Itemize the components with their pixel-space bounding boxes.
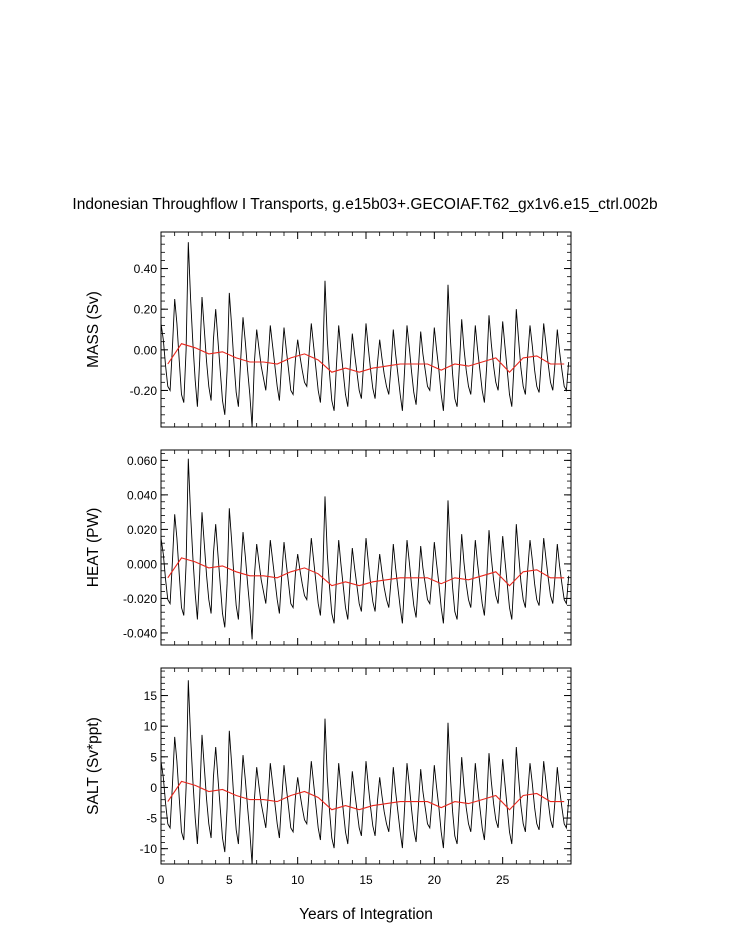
panels: -0.20 0.00 0.20 0.40 MASS (Sv) -0.040 -0.020 0.… [85, 231, 572, 865]
y-axis-label: SALT (Sv*ppt) [85, 717, 102, 815]
monthly-series-line [161, 458, 570, 640]
panel-2: -0.040 -0.020 0.000 0.020 0.040 0.060 HEAT (PW… [85, 449, 572, 646]
panel-3: -10 -5 0 5 10 15 SALT (Sv*ppt) [85, 667, 572, 865]
y-tick-label: 0 [150, 781, 157, 795]
y-tick-label: -0.20 [130, 384, 158, 398]
y-axis-label: MASS (Sv) [85, 291, 102, 368]
y-tick-label: 0.060 [127, 454, 157, 468]
annual-mean-line [167, 780, 565, 811]
y-tick-label: 0.040 [127, 488, 157, 502]
x-axis-label: Years of Integration [299, 906, 433, 923]
y-tick-label: -10 [140, 842, 158, 856]
annual-mean-line [167, 343, 565, 373]
x-tick-label: 20 [428, 873, 442, 887]
annual-mean-line [167, 557, 565, 587]
y-tick-label: 0.020 [127, 523, 157, 537]
x-axis: 0 5 10 15 20 25 [158, 873, 510, 887]
monthly-series-line [161, 242, 570, 428]
y-tick-label: -5 [146, 812, 157, 826]
y-tick-label: 0.00 [134, 343, 158, 357]
x-tick-label: 0 [158, 873, 165, 887]
y-tick-label: 0.20 [134, 303, 158, 317]
panel-1: -0.20 0.00 0.20 0.40 MASS (Sv) [85, 231, 572, 428]
y-tick-label: 0.000 [127, 557, 157, 571]
y-tick-label: 10 [144, 720, 158, 734]
x-tick-label: 5 [226, 873, 233, 887]
x-tick-label: 10 [291, 873, 305, 887]
y-tick-label: 15 [144, 689, 158, 703]
x-tick-label: 25 [496, 873, 510, 887]
y-tick-label: -0.020 [123, 592, 157, 606]
y-axis-label: HEAT (PW) [85, 508, 102, 588]
y-tick-label: -0.040 [123, 626, 157, 640]
y-tick-label: 5 [150, 750, 157, 764]
monthly-series-line [161, 680, 570, 865]
x-tick-label: 15 [359, 873, 373, 887]
chart-title: Indonesian Throughflow I Transports, g.e… [72, 196, 657, 213]
y-tick-label: 0.40 [134, 262, 158, 276]
